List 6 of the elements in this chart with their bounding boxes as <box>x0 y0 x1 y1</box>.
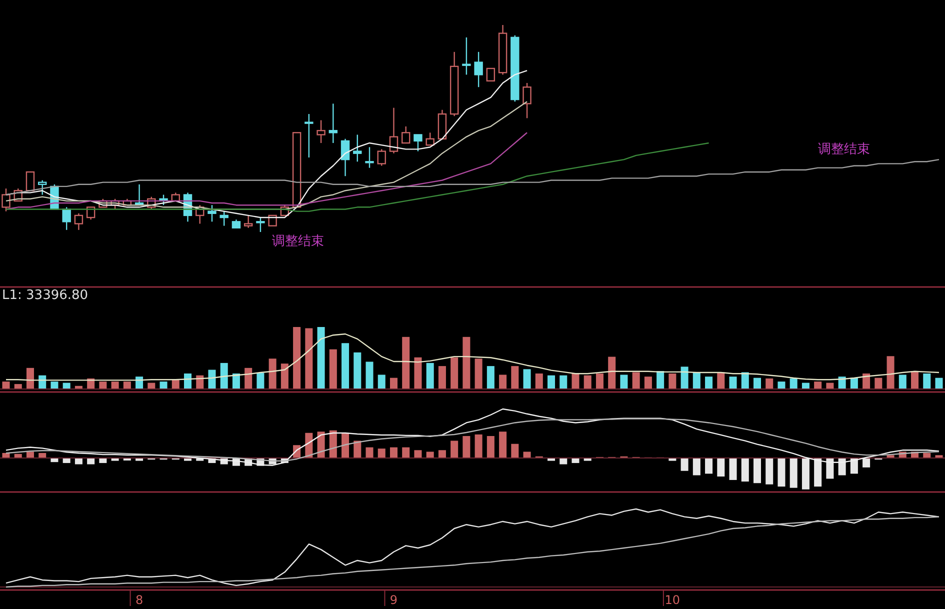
x-tick-label: 8 <box>135 593 144 607</box>
annotation: 调整结束 <box>818 142 870 157</box>
text: 调整结束 <box>272 234 324 249</box>
x-tick-label: 9 <box>390 593 398 607</box>
x-tick-label: 10 <box>664 593 680 607</box>
text: L1: 33396.80 <box>2 288 88 303</box>
